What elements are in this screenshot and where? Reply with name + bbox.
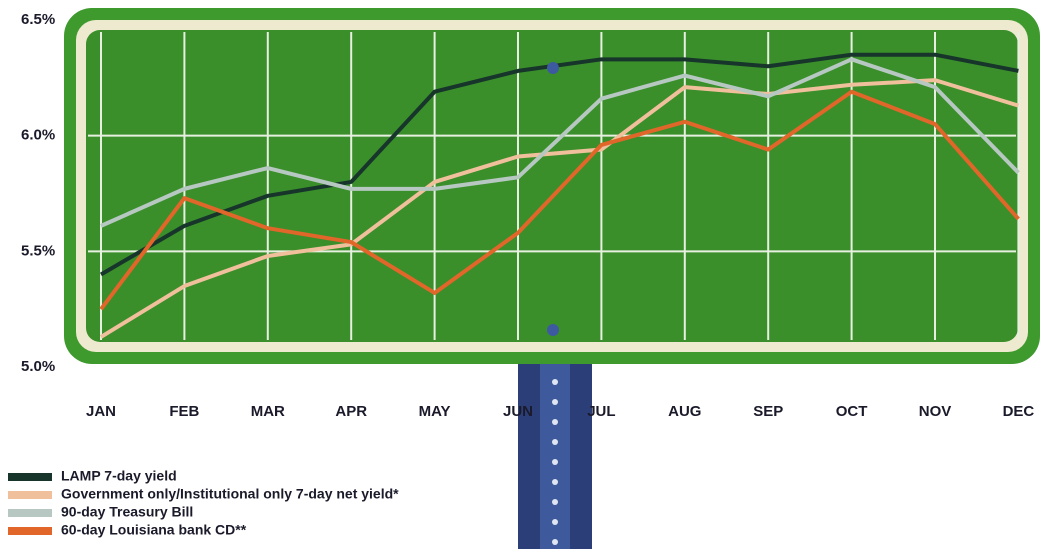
y-tick-label: 5.5% <box>21 242 55 259</box>
bolt <box>547 324 559 336</box>
sign-panel <box>86 30 1018 342</box>
series-line <box>99 89 1020 311</box>
legend-swatch <box>8 491 52 499</box>
bolt <box>547 62 559 74</box>
x-tick-label: FEB <box>169 403 199 420</box>
legend-swatch <box>8 527 52 535</box>
legend-label: LAMP 7-day yield <box>61 468 177 484</box>
legend: LAMP 7-day yield Government only/Institut… <box>8 468 399 538</box>
y-tick-label: 5.0% <box>21 358 55 375</box>
legend-label: 60-day Louisiana bank CD** <box>61 522 247 538</box>
sign-post <box>518 352 592 549</box>
lines <box>99 52 1020 339</box>
x-tick-label: JAN <box>86 403 116 420</box>
legend-swatch <box>8 473 52 481</box>
legend-label: Government only/Institutional only 7-day… <box>61 486 399 502</box>
y-tick-label: 6.5% <box>21 11 55 28</box>
x-tick-label: MAY <box>419 403 451 420</box>
x-tick-label: AUG <box>668 403 701 420</box>
y-tick-label: 6.0% <box>21 127 55 144</box>
x-tick-label: APR <box>335 403 367 420</box>
value-grid <box>88 134 1016 253</box>
labels: JAN FEB MAR APR MAY JUN JUL AUG SEP OCT NOV DEC 5.0%… <box>21 11 1034 420</box>
series-line <box>99 78 1019 339</box>
legend-label: 90-day Treasury Bill <box>61 504 193 520</box>
series-line <box>100 57 1020 228</box>
x-tick-label: DEC <box>1003 403 1035 420</box>
x-tick-label: JUN <box>503 403 533 420</box>
series-line <box>99 52 1019 277</box>
x-tick-label: NOV <box>919 403 952 420</box>
x-tick-label: OCT <box>836 403 868 420</box>
x-tick-label: MAR <box>251 403 285 420</box>
month-grid <box>100 32 1020 340</box>
x-tick-label: SEP <box>753 403 783 420</box>
x-tick-label: JUL <box>587 403 615 420</box>
legend-swatch <box>8 509 52 517</box>
